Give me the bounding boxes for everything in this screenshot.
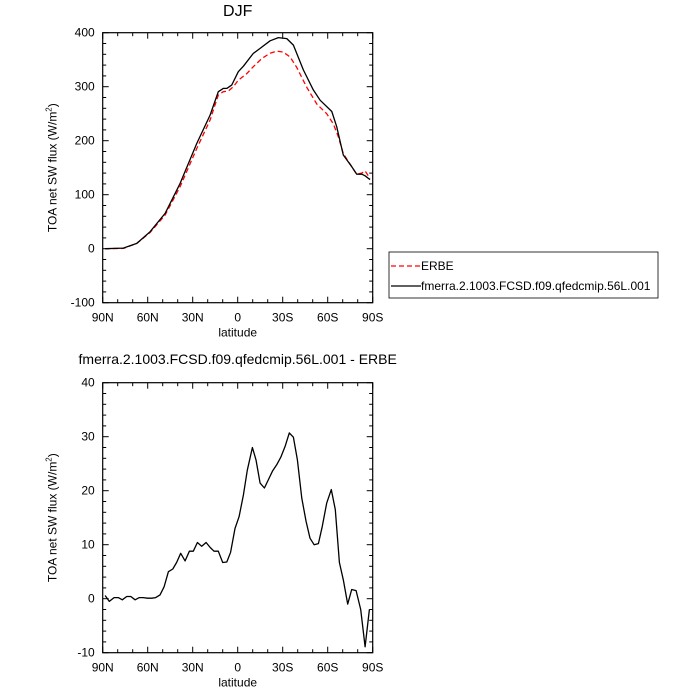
x-tick-label: 60S — [317, 311, 338, 325]
bottom-panel-difference: fmerra.2.1003.FCSD.f09.qfedcmip.56L.001 … — [45, 351, 397, 690]
y-axis-label: TOA net SW flux (W/m2) — [45, 103, 60, 232]
x-tick-label: 90S — [362, 311, 383, 325]
legend-model-label: fmerra.2.1003.FCSD.f09.qfedcmip.56L.001 — [421, 279, 651, 293]
y-tick-label: 20 — [81, 484, 95, 498]
top-panel-djf: DJF 90N 60N 30N 0 30S 60S 90S 400 300 200 100 0 -100 l… — [45, 3, 384, 340]
plot-frame — [102, 382, 374, 654]
x-tick-label: 30N — [182, 311, 204, 325]
x-tick-label: 90N — [92, 311, 114, 325]
y-tick-label: 40 — [81, 376, 95, 390]
y-tick-label: -10 — [77, 646, 95, 660]
x-tick-label: 90N — [92, 661, 114, 675]
legend: ERBE fmerra.2.1003.FCSD.f09.qfedcmip.56L… — [388, 251, 659, 299]
series-line-difference — [104, 432, 371, 648]
x-tick-label: 90S — [362, 661, 383, 675]
y-tick-label: -100 — [71, 296, 95, 310]
chart-title: fmerra.2.1003.FCSD.f09.qfedcmip.56L.001 … — [79, 351, 397, 367]
y-tick-label: 300 — [75, 80, 95, 94]
x-tick-label: 30N — [182, 661, 204, 675]
x-tick-label: 30S — [272, 311, 293, 325]
y-tick-label: 100 — [75, 188, 95, 202]
x-tick-label: 60N — [137, 661, 159, 675]
x-tick-label: 0 — [234, 311, 241, 325]
y-tick-label: 30 — [81, 430, 95, 444]
x-tick-label: 60N — [137, 311, 159, 325]
x-axis-label: latitude — [218, 326, 257, 340]
y-tick-label: 400 — [75, 26, 95, 40]
x-axis-label: latitude — [218, 676, 257, 690]
y-tick-label: 0 — [88, 592, 95, 606]
x-tick-label: 0 — [234, 661, 241, 675]
series-line-erbe — [105, 50, 371, 250]
y-tick-label: 200 — [75, 134, 95, 148]
x-tick-label: 60S — [317, 661, 338, 675]
x-tick-label: 30S — [272, 661, 293, 675]
y-tick-label: 10 — [81, 538, 95, 552]
legend-erbe-label: ERBE — [421, 259, 454, 273]
y-axis-label: TOA net SW flux (W/m2) — [45, 453, 60, 582]
series-line-model — [105, 36, 371, 250]
legend-box — [388, 251, 659, 299]
chart-title: DJF — [223, 3, 253, 20]
y-tick-label: 0 — [88, 242, 95, 256]
